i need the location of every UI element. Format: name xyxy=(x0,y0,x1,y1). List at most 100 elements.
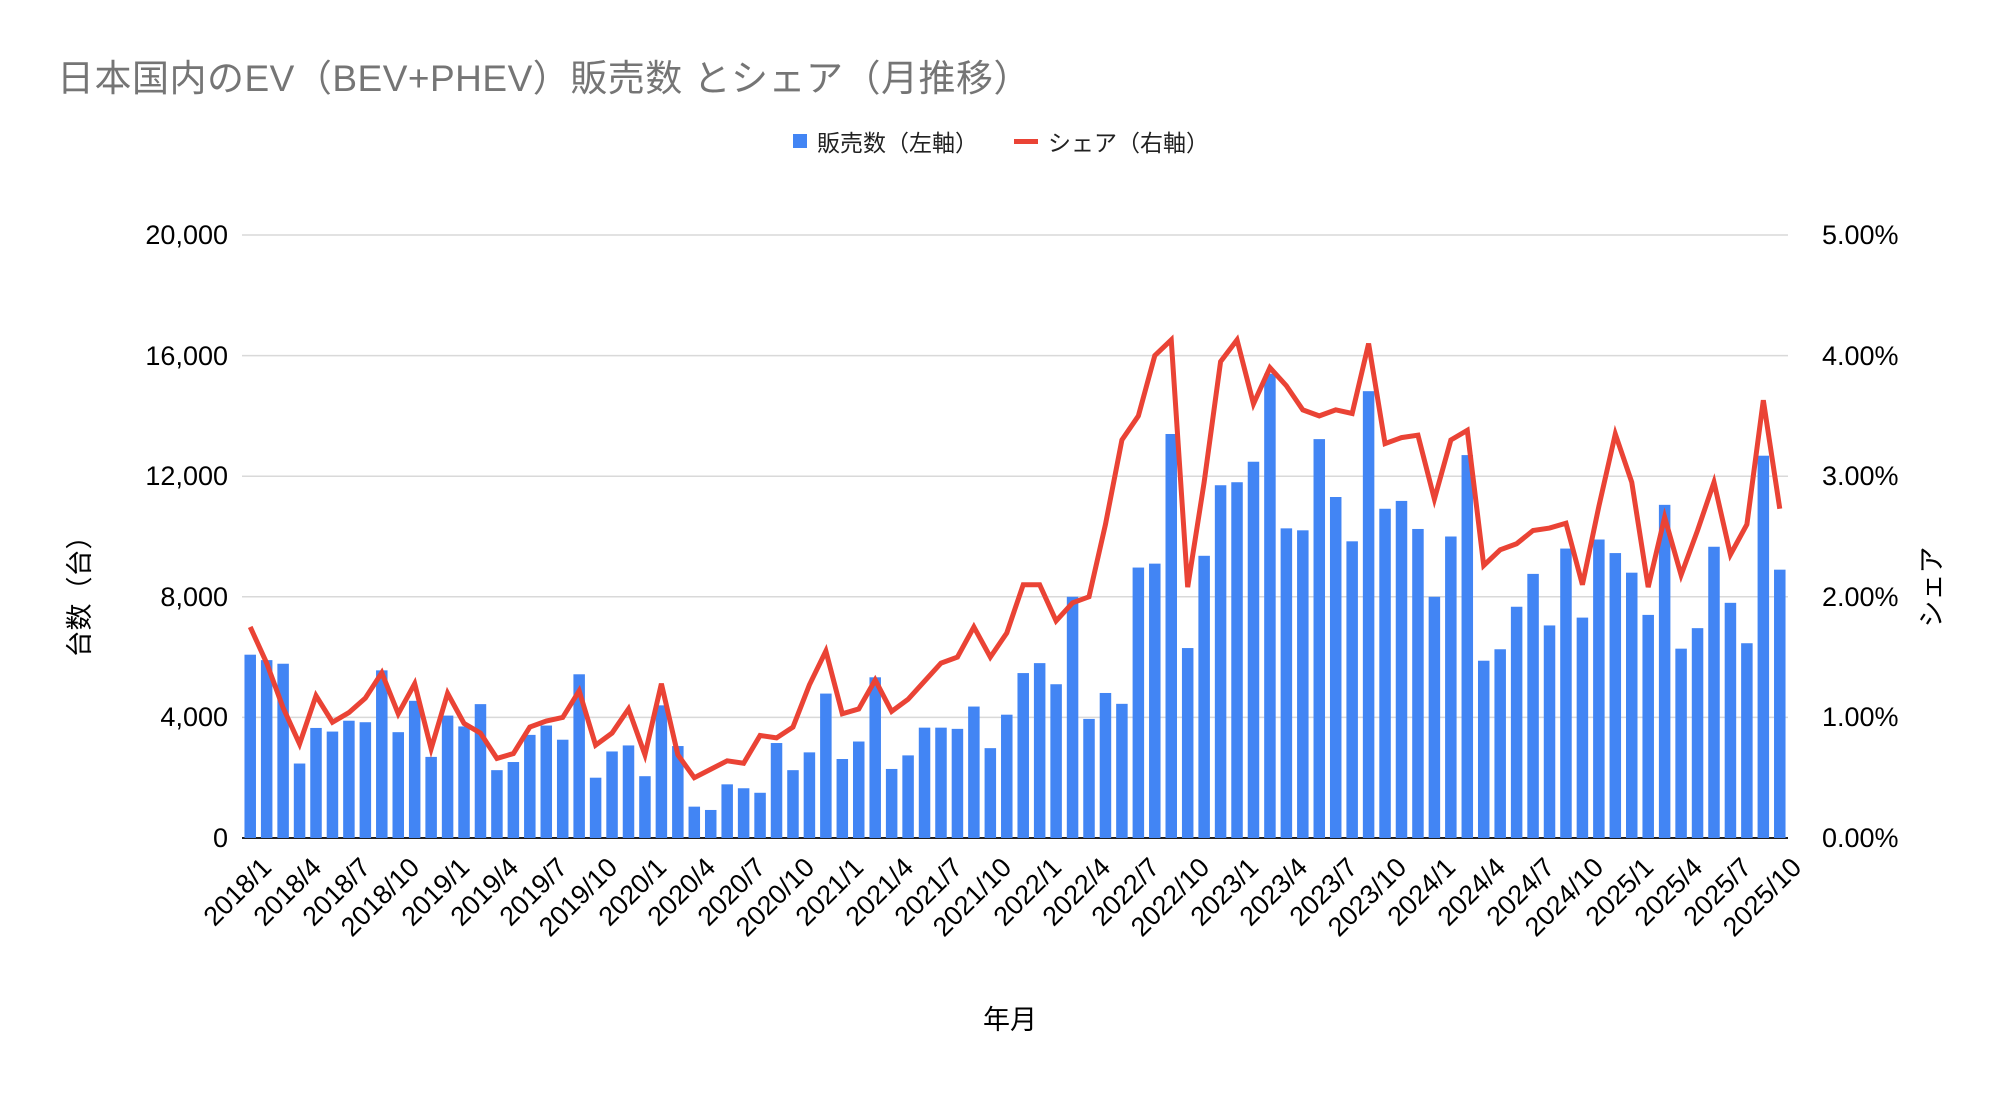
bar-2021/2[interactable] xyxy=(853,741,865,838)
bar-2024/9[interactable] xyxy=(1560,548,1572,838)
bar-2019/10[interactable] xyxy=(589,777,602,838)
bar-2020/5[interactable] xyxy=(704,809,717,838)
bar-2022/4[interactable] xyxy=(1083,718,1095,838)
bar-2024/10[interactable] xyxy=(1576,617,1589,838)
bar-2018/7[interactable] xyxy=(343,720,355,838)
y-tick-right-2.00%: 2.00% xyxy=(1822,581,1899,612)
bar-2024/5[interactable] xyxy=(1494,649,1506,838)
bar-2020/9[interactable] xyxy=(770,743,783,838)
bar-2021/10[interactable] xyxy=(984,748,997,838)
bar-2025/1[interactable] xyxy=(1626,572,1638,838)
bar-2023/1[interactable] xyxy=(1231,482,1243,838)
bar-2022/1[interactable] xyxy=(1033,663,1046,838)
bar-2018/12[interactable] xyxy=(425,756,437,838)
bar-2020/2[interactable] xyxy=(655,705,668,838)
bar-2022/9[interactable] xyxy=(1165,433,1177,838)
bar-2023/11[interactable] xyxy=(1395,500,1408,838)
bar-2020/6[interactable] xyxy=(721,784,733,838)
bar-2025/6[interactable] xyxy=(1708,546,1720,838)
bar-2021/3[interactable] xyxy=(869,677,881,838)
bar-2024/8[interactable] xyxy=(1543,625,1556,838)
bar-2018/8[interactable] xyxy=(359,722,372,838)
bar-2020/1[interactable] xyxy=(639,776,651,838)
bar-2018/9[interactable] xyxy=(376,670,388,838)
bar-2018/2[interactable] xyxy=(260,660,273,838)
bar-2019/12[interactable] xyxy=(622,745,635,838)
bar-2018/11[interactable] xyxy=(408,700,421,838)
bar-2020/4[interactable] xyxy=(688,806,701,838)
bar-2024/3[interactable] xyxy=(1461,455,1474,838)
bar-2024/11[interactable] xyxy=(1593,539,1605,838)
bar-2024/1[interactable] xyxy=(1428,596,1441,838)
bar-2020/11[interactable] xyxy=(803,752,816,838)
bar-2019/3[interactable] xyxy=(474,704,487,838)
bar-2018/10[interactable] xyxy=(392,732,404,838)
bar-2021/6[interactable] xyxy=(918,727,931,838)
bar-2019/2[interactable] xyxy=(458,726,470,838)
bar-2023/12[interactable] xyxy=(1412,528,1424,838)
bar-2021/1[interactable] xyxy=(836,759,849,838)
bar-2023/9[interactable] xyxy=(1362,391,1375,838)
bar-2021/8[interactable] xyxy=(951,728,964,838)
bar-2025/5[interactable] xyxy=(1691,628,1704,838)
bar-2020/3[interactable] xyxy=(672,746,684,838)
legend-item-sales[interactable]: 販売数（左軸） xyxy=(817,130,978,156)
bar-2025/2[interactable] xyxy=(1642,614,1654,838)
bar-2022/10[interactable] xyxy=(1181,648,1194,838)
bar-2023/4[interactable] xyxy=(1280,528,1293,838)
bar-2023/10[interactable] xyxy=(1379,508,1391,838)
bar-2022/6[interactable] xyxy=(1116,703,1128,838)
bar-2025/4[interactable] xyxy=(1675,648,1687,838)
bar-2025/7[interactable] xyxy=(1724,602,1737,838)
bar-2025/8[interactable] xyxy=(1741,643,1753,838)
bar-2024/2[interactable] xyxy=(1445,536,1457,839)
share-line[interactable] xyxy=(247,334,1783,781)
bar-2022/11[interactable] xyxy=(1198,555,1210,838)
bar-2019/9[interactable] xyxy=(573,674,585,838)
bar-2024/7[interactable] xyxy=(1527,573,1539,838)
bar-2025/9[interactable] xyxy=(1757,455,1770,838)
bar-2023/3[interactable] xyxy=(1264,373,1276,838)
bar-2018/4[interactable] xyxy=(293,763,306,838)
bar-2025/3[interactable] xyxy=(1658,504,1671,838)
y-tick-right-0.00%: 0.00% xyxy=(1822,823,1899,853)
bar-2020/7[interactable] xyxy=(737,788,750,838)
bar-2019/7[interactable] xyxy=(540,725,553,838)
bar-2024/12[interactable] xyxy=(1609,553,1622,838)
bar-2019/6[interactable] xyxy=(524,734,536,838)
legend-item-share[interactable]: シェア（右軸） xyxy=(1048,130,1209,156)
bar-2023/8[interactable] xyxy=(1346,541,1358,838)
bar-2021/9[interactable] xyxy=(968,706,980,838)
bar-2020/10[interactable] xyxy=(787,770,799,838)
bar-2022/12[interactable] xyxy=(1214,485,1227,838)
bar-2024/4[interactable] xyxy=(1477,660,1490,838)
bar-2023/2[interactable] xyxy=(1247,461,1260,838)
y-tick-left-16,000: 16,000 xyxy=(145,340,228,371)
bar-2021/4[interactable] xyxy=(885,768,898,838)
bar-2020/8[interactable] xyxy=(754,792,766,838)
bar-2020/12[interactable] xyxy=(820,693,832,838)
bar-2022/8[interactable] xyxy=(1149,563,1161,838)
bar-2018/3[interactable] xyxy=(277,663,289,838)
bar-2023/6[interactable] xyxy=(1313,439,1326,838)
bar-2022/7[interactable] xyxy=(1132,567,1145,838)
bar-2023/7[interactable] xyxy=(1329,497,1342,838)
bar-2021/5[interactable] xyxy=(902,755,914,838)
bar-2024/6[interactable] xyxy=(1510,606,1523,838)
bar-2021/7[interactable] xyxy=(935,727,947,838)
bar-2019/11[interactable] xyxy=(606,751,618,838)
bar-2022/5[interactable] xyxy=(1099,692,1112,838)
bar-2018/6[interactable] xyxy=(326,731,339,838)
bar-2018/1[interactable] xyxy=(244,654,256,838)
bar-2019/4[interactable] xyxy=(491,770,503,838)
bar-2025/10[interactable] xyxy=(1774,569,1786,838)
bar-2019/5[interactable] xyxy=(507,762,520,838)
bar-2022/3[interactable] xyxy=(1066,596,1079,838)
bar-2021/12[interactable] xyxy=(1017,673,1029,838)
bar-2022/2[interactable] xyxy=(1050,684,1062,838)
bar-2018/5[interactable] xyxy=(310,727,322,838)
bar-2019/8[interactable] xyxy=(556,739,569,838)
bar-2023/5[interactable] xyxy=(1297,530,1309,838)
bar-2021/11[interactable] xyxy=(1001,714,1013,838)
bar-2019/1[interactable] xyxy=(441,715,454,838)
